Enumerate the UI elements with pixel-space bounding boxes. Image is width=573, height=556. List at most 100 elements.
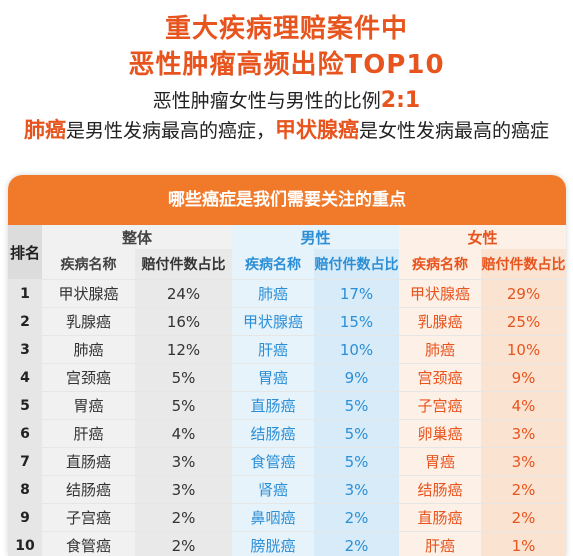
male-top-cancer: 肺癌 xyxy=(23,118,66,142)
rank-cell: 7 xyxy=(8,447,42,476)
cancer-table-card: 哪些癌症是我们需要关注的重点 排名 整体 男性 女性 疾病名称 赔付件数占比 疾… xyxy=(8,175,566,556)
overall-pct-cell: 5% xyxy=(135,363,233,392)
overall-name-cell: 宫颈癌 xyxy=(42,363,135,392)
male-pct-cell: 3% xyxy=(314,475,400,504)
female-pct-cell: 4% xyxy=(481,391,566,420)
table-banner: 哪些癌症是我们需要关注的重点 xyxy=(8,175,566,225)
table-row: 1 甲状腺癌 24% 肺癌 17% 甲状腺癌 29% xyxy=(8,279,566,308)
rank-header: 排名 xyxy=(8,225,42,280)
male-name-cell: 肺癌 xyxy=(232,279,315,308)
rank-cell: 4 xyxy=(8,363,42,392)
female-name-cell: 甲状腺癌 xyxy=(399,279,482,308)
overall-pct-header: 赔付件数占比 xyxy=(135,249,233,280)
table-row: 8 结肠癌 3% 肾癌 3% 结肠癌 2% xyxy=(8,475,566,504)
male-pct-cell: 17% xyxy=(314,279,400,308)
male-pct-cell: 5% xyxy=(314,391,400,420)
female-name-cell: 乳腺癌 xyxy=(399,307,482,336)
table-row: 10 食管癌 2% 膀胱癌 2% 肝癌 1% xyxy=(8,531,566,556)
overall-name-cell: 甲状腺癌 xyxy=(42,279,135,308)
male-name-cell: 肝癌 xyxy=(232,335,315,364)
male-pct-cell: 15% xyxy=(314,307,400,336)
overall-name-header: 疾病名称 xyxy=(42,249,135,280)
group-header-overall: 整体 xyxy=(42,225,233,249)
male-name-cell: 食管癌 xyxy=(232,447,315,476)
rank-cell: 10 xyxy=(8,531,42,556)
female-name-cell: 宫颈癌 xyxy=(399,363,482,392)
rank-cell: 2 xyxy=(8,307,42,336)
female-name-cell: 结肠癌 xyxy=(399,475,482,504)
rank-cell: 5 xyxy=(8,391,42,420)
female-pct-header: 赔付件数占比 xyxy=(481,249,566,280)
female-name-cell: 直肠癌 xyxy=(399,503,482,532)
overall-name-cell: 胃癌 xyxy=(42,391,135,420)
male-name-cell: 甲状腺癌 xyxy=(232,307,315,336)
male-name-cell: 鼻咽癌 xyxy=(232,503,315,532)
overall-pct-cell: 16% xyxy=(135,307,233,336)
overall-pct-cell: 5% xyxy=(135,391,233,420)
male-name-header: 疾病名称 xyxy=(232,249,315,280)
ratio-value: 2:1 xyxy=(380,88,421,113)
rank-cell: 1 xyxy=(8,279,42,308)
female-pct-cell: 2% xyxy=(481,475,566,504)
overall-name-cell: 肺癌 xyxy=(42,335,135,364)
female-pct-cell: 3% xyxy=(481,447,566,476)
overall-pct-cell: 2% xyxy=(135,503,233,532)
group-header-female: 女性 xyxy=(399,225,566,249)
male-pct-cell: 2% xyxy=(314,503,400,532)
overall-pct-cell: 3% xyxy=(135,447,233,476)
overall-pct-cell: 4% xyxy=(135,419,233,448)
male-text: 是男性发病最高的癌症， xyxy=(65,120,275,142)
female-pct-cell: 10% xyxy=(481,335,566,364)
male-pct-cell: 5% xyxy=(314,447,400,476)
rank-cell: 8 xyxy=(8,475,42,504)
female-pct-cell: 2% xyxy=(481,503,566,532)
table-row: 9 子宫癌 2% 鼻咽癌 2% 直肠癌 2% xyxy=(8,503,566,532)
overall-name-cell: 乳腺癌 xyxy=(42,307,135,336)
male-name-cell: 胃癌 xyxy=(232,363,315,392)
overall-name-cell: 直肠癌 xyxy=(42,447,135,476)
overall-pct-cell: 3% xyxy=(135,475,233,504)
male-name-cell: 结肠癌 xyxy=(232,419,315,448)
male-name-cell: 膀胱癌 xyxy=(232,531,315,556)
ratio-text: 恶性肿瘤女性与男性的比例 xyxy=(152,90,381,112)
table-row: 4 宫颈癌 5% 胃癌 9% 宫颈癌 9% xyxy=(8,363,566,392)
female-name-cell: 胃癌 xyxy=(399,447,482,476)
female-name-cell: 卵巢癌 xyxy=(399,419,482,448)
table-row: 5 胃癌 5% 直肠癌 5% 子宫癌 4% xyxy=(8,391,566,420)
overall-name-cell: 子宫癌 xyxy=(42,503,135,532)
overall-name-cell: 食管癌 xyxy=(42,531,135,556)
cancer-table: 排名 整体 男性 女性 疾病名称 赔付件数占比 疾病名称 赔付件数占比 疾病名称… xyxy=(8,225,566,556)
rank-cell: 6 xyxy=(8,419,42,448)
female-name-cell: 肝癌 xyxy=(399,531,482,556)
female-pct-cell: 3% xyxy=(481,419,566,448)
female-text: 是女性发病最高的癌症 xyxy=(359,120,550,142)
table-row: 2 乳腺癌 16% 甲状腺癌 15% 乳腺癌 25% xyxy=(8,307,566,336)
female-pct-cell: 9% xyxy=(481,363,566,392)
male-pct-cell: 10% xyxy=(314,335,400,364)
male-pct-header: 赔付件数占比 xyxy=(314,249,400,280)
table-row: 6 肝癌 4% 结肠癌 5% 卵巢癌 3% xyxy=(8,419,566,448)
top-cancer-statement: 肺癌是男性发病最高的癌症，甲状腺癌是女性发病最高的癌症 xyxy=(0,114,573,144)
group-header-male: 男性 xyxy=(232,225,400,249)
male-pct-cell: 9% xyxy=(314,363,400,392)
female-name-cell: 肺癌 xyxy=(399,335,482,364)
female-pct-cell: 25% xyxy=(481,307,566,336)
overall-pct-cell: 2% xyxy=(135,531,233,556)
overall-name-cell: 肝癌 xyxy=(42,419,135,448)
male-pct-cell: 2% xyxy=(314,531,400,556)
female-pct-cell: 29% xyxy=(481,279,566,308)
overall-pct-cell: 12% xyxy=(135,335,233,364)
title-line-1: 重大疾病理赔案件中 xyxy=(164,14,408,44)
overall-name-cell: 结肠癌 xyxy=(42,475,135,504)
male-pct-cell: 5% xyxy=(314,419,400,448)
rank-cell: 9 xyxy=(8,503,42,532)
rank-cell: 3 xyxy=(8,335,42,364)
table-row: 3 肺癌 12% 肝癌 10% 肺癌 10% xyxy=(8,335,566,364)
ratio-statement: 恶性肿瘤女性与男性的比例2:1 xyxy=(0,86,573,113)
male-name-cell: 直肠癌 xyxy=(232,391,315,420)
female-name-header: 疾病名称 xyxy=(399,249,482,280)
female-name-cell: 子宫癌 xyxy=(399,391,482,420)
table-row: 7 直肠癌 3% 食管癌 5% 胃癌 3% xyxy=(8,447,566,476)
overall-pct-cell: 24% xyxy=(135,279,233,308)
male-name-cell: 肾癌 xyxy=(232,475,315,504)
